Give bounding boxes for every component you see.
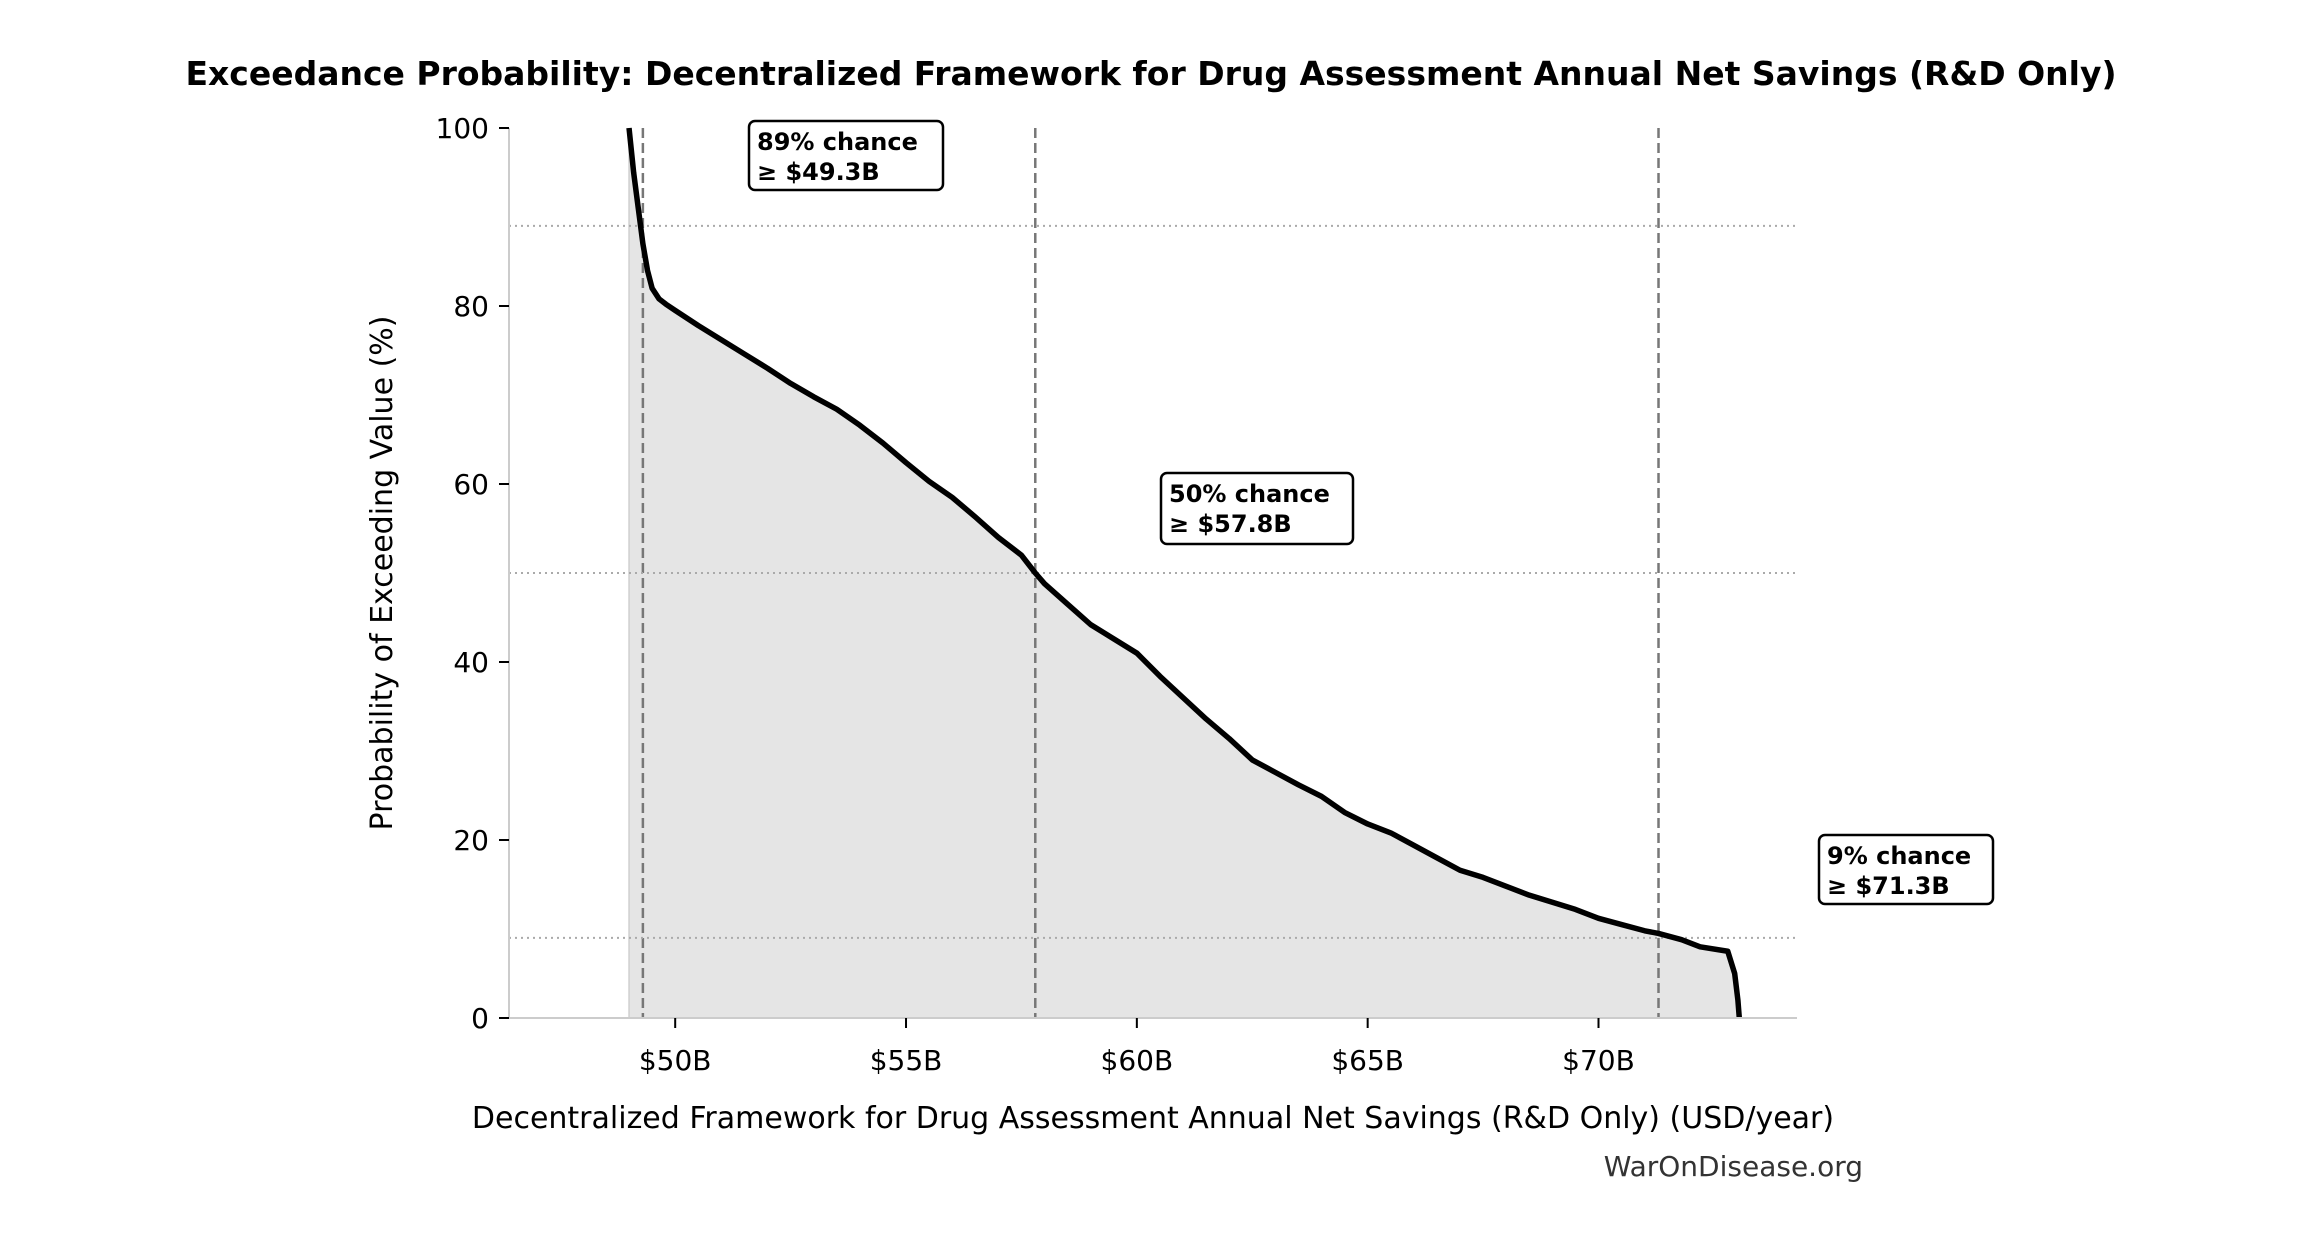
annotations: 89% chance≥ $49.3B 50% chance≥ $57.8B 9% c… [747,119,1995,906]
x-tick-label: $60B [1101,1044,1174,1077]
y-tick-label: 20 [453,824,489,857]
exceedance-curve [626,127,1743,1019]
y-axis-ticks: 0 20 40 60 80 100 [436,112,509,1035]
annotation-probability: 9% chance [1827,842,1971,870]
x-tick-label: $55B [870,1044,943,1077]
annotation-value: ≥ $57.8B [1169,510,1292,538]
annotation-frame [747,119,945,192]
x-axis-ticks: $50B $55B $60B $65B $70B [639,1018,1635,1077]
annotation-probability: 89% chance [757,128,918,156]
y-tick-label: 100 [436,112,489,145]
y-tick-label: 60 [453,468,489,501]
y-axis-label: Probability of Exceeding Value (%) [365,316,400,831]
x-tick-label: $70B [1562,1044,1635,1077]
x-tick-label: $65B [1331,1044,1404,1077]
y-tick-label: 40 [453,646,489,679]
plot-area [508,127,1797,1019]
x-axis-label: Decentralized Framework for Drug Assessm… [472,1101,1834,1136]
annotation-value: ≥ $71.3B [1827,872,1950,900]
x-tick-label: $50B [639,1044,712,1077]
watermark: WarOnDisease.org [1604,1150,1863,1183]
annotation-value: ≥ $49.3B [757,158,880,186]
annotation-box: 9% chance≥ $71.3B [1817,833,1995,906]
y-tick-label: 80 [453,290,489,323]
annotation-frame [1159,471,1355,546]
annotation-frame [1817,833,1995,906]
annotation-box: 89% chance≥ $49.3B [747,119,945,192]
chart-title: Exceedance Probability: Decentralized Fr… [185,54,2116,93]
annotation-probability: 50% chance [1169,480,1330,508]
annotation-box: 50% chance≥ $57.8B [1159,471,1355,546]
y-tick-label: 0 [471,1002,489,1035]
